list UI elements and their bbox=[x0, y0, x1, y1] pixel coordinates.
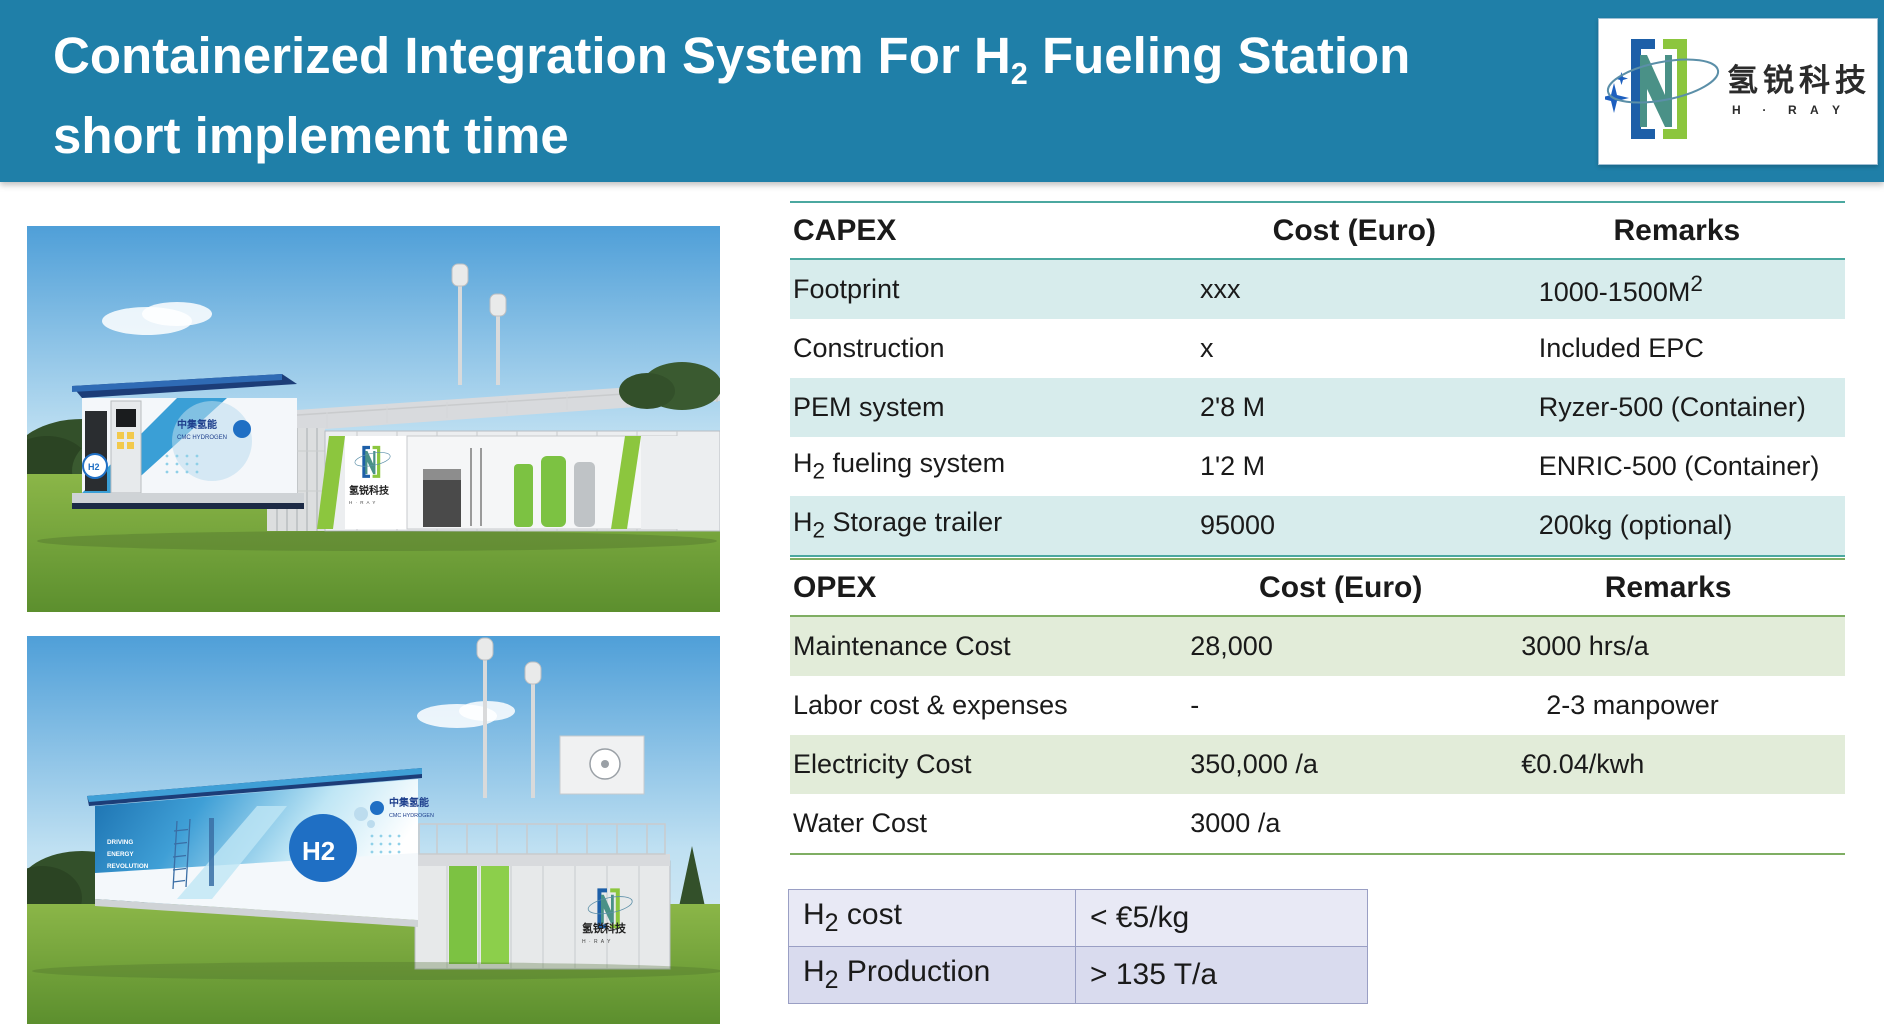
svg-text:REVOLUTION: REVOLUTION bbox=[107, 863, 149, 870]
svg-text:H2: H2 bbox=[88, 462, 100, 472]
svg-text:ENERGY: ENERGY bbox=[107, 851, 134, 858]
svg-text:H · R A Y: H · R A Y bbox=[582, 939, 611, 945]
svg-text:H · R A Y: H · R A Y bbox=[349, 500, 376, 505]
svg-text:DRIVING: DRIVING bbox=[107, 839, 133, 846]
svg-text:CMC HYDROGEN: CMC HYDROGEN bbox=[177, 435, 227, 441]
svg-text:CMC HYDROGEN: CMC HYDROGEN bbox=[389, 813, 434, 819]
svg-text:H2: H2 bbox=[302, 836, 335, 866]
svg-text:中集氢能: 中集氢能 bbox=[389, 796, 429, 809]
svg-text:中集氢能: 中集氢能 bbox=[177, 418, 217, 431]
svg-text:氢锐科技: 氢锐科技 bbox=[349, 484, 390, 497]
svg-text:氢锐科技: 氢锐科技 bbox=[582, 921, 627, 935]
